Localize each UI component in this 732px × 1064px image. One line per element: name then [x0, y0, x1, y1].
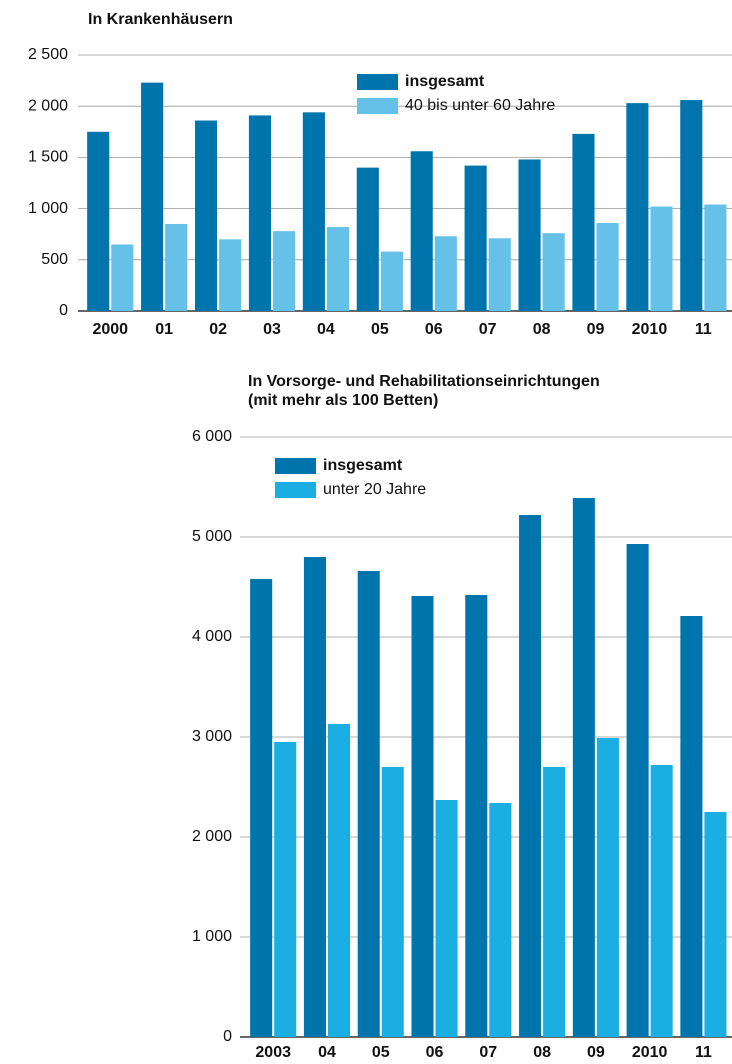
bar	[219, 239, 242, 311]
y-tick-label: 2 000	[192, 828, 232, 845]
bar	[111, 244, 134, 311]
bar	[273, 231, 296, 311]
x-tick-label: 2010	[632, 1044, 668, 1061]
x-tick-label: 2003	[255, 1044, 291, 1061]
y-tick-label: 0	[223, 1028, 232, 1045]
bar	[434, 236, 457, 311]
x-tick-label: 09	[587, 1044, 605, 1061]
bar	[248, 115, 272, 311]
bar	[411, 596, 434, 1037]
y-tick-label: 4 000	[192, 628, 232, 645]
y-tick-label: 500	[41, 251, 68, 268]
x-tick-label: 08	[533, 321, 551, 338]
legend-swatch	[275, 482, 316, 498]
bar	[435, 800, 458, 1037]
bar	[488, 238, 511, 311]
y-tick-label: 6 000	[192, 428, 232, 445]
legend-swatch	[357, 98, 398, 114]
legend-swatch	[357, 74, 398, 90]
bar	[250, 579, 273, 1037]
x-tick-label: 09	[587, 321, 605, 338]
x-tick-label: 04	[317, 321, 335, 338]
y-tick-label: 2 000	[28, 97, 68, 114]
bar	[303, 557, 326, 1037]
bar	[572, 498, 595, 1037]
x-tick-label: 04	[318, 1044, 336, 1061]
x-tick-label: 05	[371, 321, 389, 338]
bar	[650, 765, 673, 1037]
bar	[680, 100, 703, 311]
bar	[464, 165, 487, 311]
y-tick-label: 2 500	[28, 46, 68, 63]
x-tick-label: 03	[263, 321, 281, 338]
bar	[518, 159, 541, 311]
x-tick-label: 07	[479, 1044, 497, 1061]
chart-title: In Krankenhäusern	[88, 11, 233, 28]
x-tick-label: 01	[155, 321, 173, 338]
bar	[519, 515, 542, 1037]
x-tick-label: 11	[695, 321, 712, 338]
bar	[165, 223, 188, 311]
y-tick-label: 3 000	[192, 728, 232, 745]
y-tick-label: 0	[59, 302, 68, 319]
x-tick-label: 02	[209, 321, 227, 338]
bar	[380, 251, 403, 311]
x-tick-label: 06	[425, 321, 443, 338]
bar	[680, 616, 703, 1037]
y-tick-label: 1 000	[192, 928, 232, 945]
legend-label: 40 bis unter 60 Jahre	[405, 97, 555, 114]
bar	[141, 82, 164, 311]
bar	[626, 544, 649, 1037]
bar	[626, 103, 649, 312]
bar	[326, 227, 350, 311]
bar	[356, 167, 379, 311]
bar	[327, 724, 351, 1037]
x-tick-label: 06	[426, 1044, 444, 1061]
x-tick-label: 07	[479, 321, 497, 338]
bar	[542, 233, 565, 311]
bar	[87, 131, 110, 311]
bar	[489, 803, 512, 1037]
y-tick-label: 5 000	[192, 528, 232, 545]
bar	[543, 767, 566, 1037]
bar	[465, 595, 488, 1037]
x-tick-label: 2000	[92, 321, 128, 338]
bar	[381, 767, 404, 1037]
x-tick-label: 2010	[632, 321, 668, 338]
bar	[572, 133, 595, 311]
bar	[194, 120, 218, 311]
bar	[704, 812, 727, 1037]
x-tick-label: 11	[695, 1044, 712, 1061]
chart-title: In Vorsorge- und Rehabilitationseinricht…	[248, 373, 600, 390]
y-tick-label: 1 500	[28, 149, 68, 166]
bar	[274, 742, 297, 1037]
y-tick-label: 1 000	[28, 200, 68, 217]
bar	[357, 571, 380, 1037]
legend-label: insgesamt	[405, 73, 485, 90]
legend-label: unter 20 Jahre	[323, 481, 426, 498]
bar	[704, 204, 727, 311]
x-tick-label: 05	[372, 1044, 390, 1061]
x-tick-label: 08	[533, 1044, 551, 1061]
chart-subtitle: (mit mehr als 100 Betten)	[248, 392, 438, 409]
legend-swatch	[275, 458, 316, 474]
bar	[596, 222, 619, 311]
legend-label: insgesamt	[323, 457, 403, 474]
bar	[302, 112, 325, 312]
bar	[650, 206, 673, 311]
bar	[596, 738, 619, 1037]
bar	[410, 151, 433, 311]
